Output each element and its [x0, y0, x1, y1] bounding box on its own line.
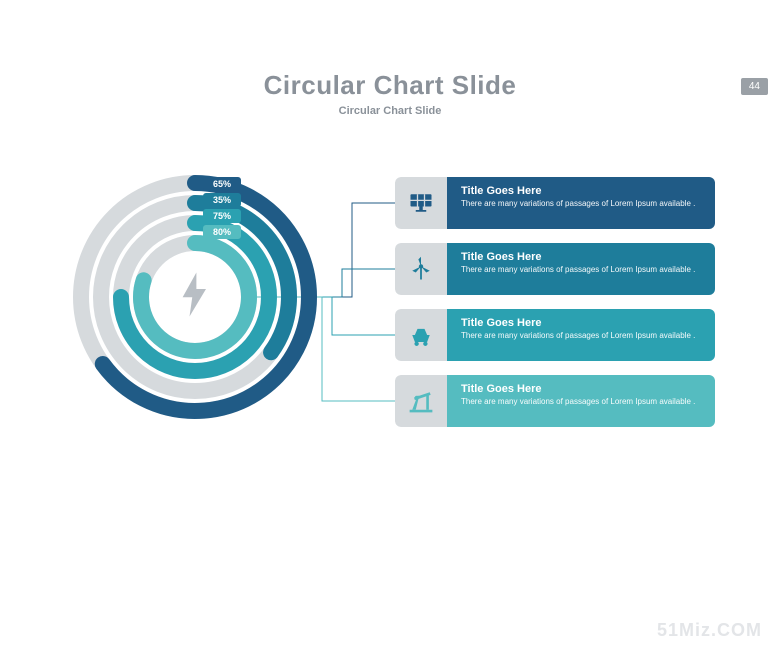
card-description: There are many variations of passages of…: [461, 265, 703, 275]
solar-panel-icon: [395, 177, 447, 229]
info-cards: Title Goes Here There are many variations…: [395, 177, 715, 427]
card-body: Title Goes Here There are many variations…: [447, 375, 715, 427]
card-body: Title Goes Here There are many variations…: [447, 309, 715, 361]
card-body: Title Goes Here There are many variations…: [447, 177, 715, 229]
card-description: There are many variations of passages of…: [461, 397, 703, 407]
info-card: Title Goes Here There are many variations…: [395, 375, 715, 427]
oil-pump-icon: [395, 375, 447, 427]
card-description: There are many variations of passages of…: [461, 199, 703, 209]
slide-title: Circular Chart Slide: [0, 70, 780, 101]
card-title: Title Goes Here: [461, 383, 703, 395]
lightning-bolt-icon: [178, 273, 212, 322]
card-description: There are many variations of passages of…: [461, 331, 703, 341]
percent-labels: 65% 35% 75% 80%: [203, 177, 241, 239]
card-title: Title Goes Here: [461, 185, 703, 197]
percent-label: 75%: [203, 209, 241, 223]
mine-cart-icon: [395, 309, 447, 361]
card-title: Title Goes Here: [461, 251, 703, 263]
radial-chart: 65% 35% 75% 80%: [65, 167, 325, 427]
page-number-badge: 44: [741, 78, 768, 95]
percent-label: 35%: [203, 193, 241, 207]
info-card: Title Goes Here There are many variations…: [395, 243, 715, 295]
card-body: Title Goes Here There are many variations…: [447, 243, 715, 295]
slide-subtitle: Circular Chart Slide: [0, 105, 780, 117]
watermark: 51Miz.COM: [657, 620, 762, 641]
info-card: Title Goes Here There are many variations…: [395, 309, 715, 361]
percent-label: 80%: [203, 225, 241, 239]
slide-header: Circular Chart Slide Circular Chart Slid…: [0, 70, 780, 117]
card-title: Title Goes Here: [461, 317, 703, 329]
info-card: Title Goes Here There are many variations…: [395, 177, 715, 229]
percent-label: 65%: [203, 177, 241, 191]
wind-turbine-icon: [395, 243, 447, 295]
